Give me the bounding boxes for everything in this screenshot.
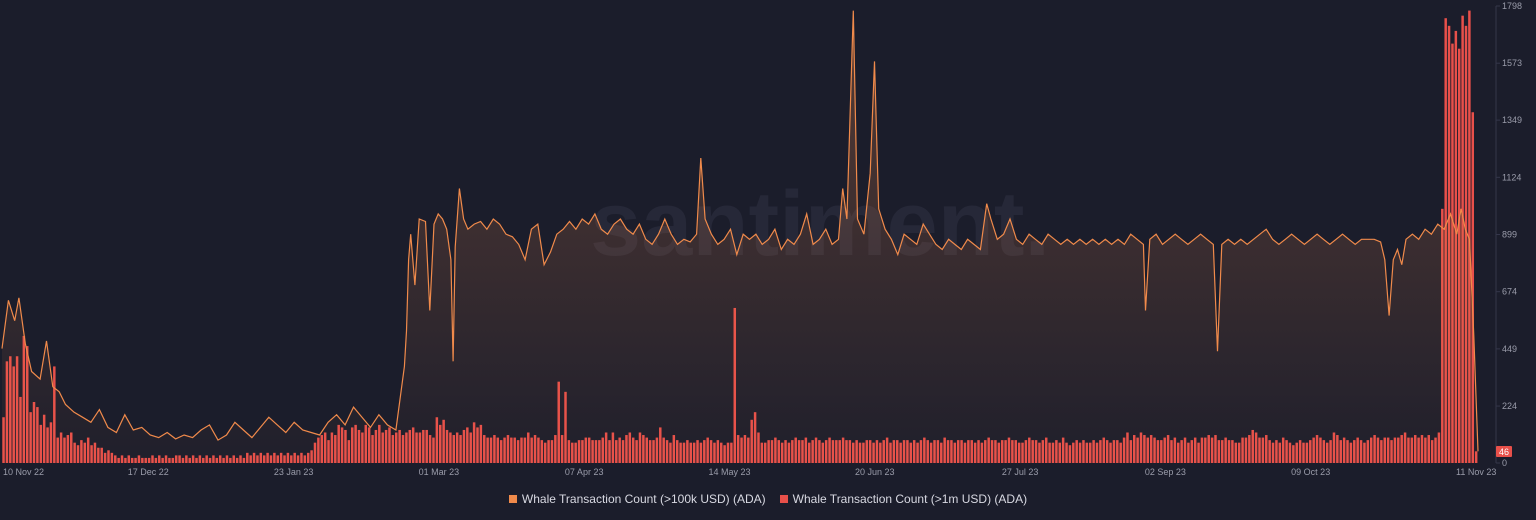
bar-1m [1471,112,1475,464]
x-tick-label: 02 Sep 23 [1145,467,1186,477]
legend-item-1m[interactable]: Whale Transaction Count (>1m USD) (ADA) [779,492,1028,506]
x-tick-label: 01 Mar 23 [419,467,460,477]
x-tick-label: 17 Dec 22 [128,467,169,477]
x-tick-label: 20 Jun 23 [855,467,895,477]
x-tick-label: 09 Oct 23 [1291,467,1330,477]
y-tick-label: 1798 [1502,1,1522,11]
area-100k-series [2,10,1478,463]
x-tick-label: 10 Nov 22 [3,467,44,477]
line-100k-series [1,10,1479,452]
bar-1m [1468,10,1471,464]
x-tick-label: 11 Nov 23 [1456,467,1496,477]
y-tick-label: 449 [1502,344,1517,354]
legend: Whale Transaction Count (>100k USD) (ADA… [0,492,1536,506]
y-tick-label: 0 [1502,458,1507,468]
last-value-badge-text: 46 [1499,447,1509,457]
x-tick-label: 23 Jan 23 [274,467,314,477]
y-tick-label: 674 [1502,287,1517,297]
legend-swatch-100k [508,495,517,503]
y-tick-label: 224 [1502,401,1517,411]
y-axis: 1798 1573 1349 1124 899 674 449 224 0 [1496,1,1522,468]
last-value-badge-bg [1496,446,1512,457]
x-tick-label: 14 May 23 [708,467,750,477]
y-tick-label: 899 [1502,230,1517,240]
x-tick-label: 07 Apr 23 [565,467,604,477]
legend-label-1m: Whale Transaction Count (>1m USD) (ADA) [792,492,1028,506]
y-tick-label: 1573 [1502,58,1522,68]
y-tick-label: 1349 [1502,115,1522,125]
legend-swatch-1m [779,495,788,503]
y-tick-label: 1124 [1502,172,1521,182]
legend-label-100k: Whale Transaction Count (>100k USD) (ADA… [521,492,766,506]
x-tick-label: 27 Jul 23 [1002,467,1039,477]
x-axis: 10 Nov 22 17 Dec 22 23 Jan 23 01 Mar 23 07 A… [3,467,1496,477]
legend-item-100k[interactable]: Whale Transaction Count (>100k USD) (ADA… [508,492,766,506]
last-value-badge: 46 [1496,446,1512,457]
